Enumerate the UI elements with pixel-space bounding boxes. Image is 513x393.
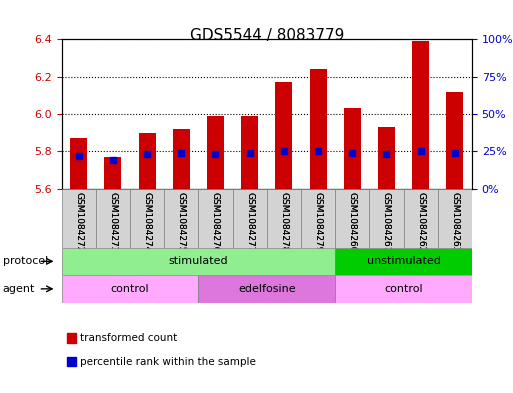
Text: GSM1084273: GSM1084273 — [108, 191, 117, 252]
Text: GSM1084277: GSM1084277 — [245, 191, 254, 252]
Text: GSM1084261: GSM1084261 — [382, 191, 391, 252]
Text: protocol: protocol — [3, 256, 48, 266]
Bar — [344, 108, 361, 189]
Text: GSM1084262: GSM1084262 — [416, 191, 425, 252]
FancyBboxPatch shape — [301, 189, 335, 248]
Text: GSM1084279: GSM1084279 — [313, 191, 323, 252]
Bar — [207, 116, 224, 189]
Text: GSM1084276: GSM1084276 — [211, 191, 220, 252]
FancyBboxPatch shape — [232, 189, 267, 248]
Bar — [173, 129, 190, 189]
Bar — [241, 116, 258, 189]
Text: GSM1084263: GSM1084263 — [450, 191, 459, 252]
FancyBboxPatch shape — [335, 248, 472, 275]
Text: GSM1084278: GSM1084278 — [280, 191, 288, 252]
Text: GSM1084279: GSM1084279 — [313, 191, 323, 252]
Text: GSM1084278: GSM1084278 — [280, 191, 288, 252]
Text: GSM1084261: GSM1084261 — [382, 191, 391, 252]
FancyBboxPatch shape — [96, 189, 130, 248]
Text: transformed count: transformed count — [80, 333, 177, 343]
Text: GSM1084275: GSM1084275 — [177, 191, 186, 252]
Text: GSM1084276: GSM1084276 — [211, 191, 220, 252]
FancyBboxPatch shape — [404, 189, 438, 248]
FancyBboxPatch shape — [335, 275, 472, 303]
Bar — [446, 92, 463, 189]
Text: GSM1084262: GSM1084262 — [416, 191, 425, 252]
Text: GDS5544 / 8083779: GDS5544 / 8083779 — [190, 28, 344, 42]
Bar — [70, 138, 87, 189]
FancyBboxPatch shape — [335, 189, 369, 248]
Bar — [412, 41, 429, 189]
FancyBboxPatch shape — [62, 189, 96, 248]
Text: unstimulated: unstimulated — [367, 256, 441, 266]
Text: GSM1084272: GSM1084272 — [74, 191, 83, 252]
Text: GSM1084260: GSM1084260 — [348, 191, 357, 252]
Text: edelfosine: edelfosine — [238, 284, 295, 294]
Text: GSM1084272: GSM1084272 — [74, 191, 83, 252]
FancyBboxPatch shape — [199, 275, 335, 303]
Text: GSM1084277: GSM1084277 — [245, 191, 254, 252]
FancyBboxPatch shape — [130, 189, 164, 248]
FancyBboxPatch shape — [267, 189, 301, 248]
FancyBboxPatch shape — [199, 189, 232, 248]
Text: GSM1084274: GSM1084274 — [143, 191, 151, 252]
Text: control: control — [384, 284, 423, 294]
Text: GSM1084263: GSM1084263 — [450, 191, 459, 252]
Bar — [275, 82, 292, 189]
FancyBboxPatch shape — [438, 189, 472, 248]
Text: GSM1084275: GSM1084275 — [177, 191, 186, 252]
Text: agent: agent — [3, 284, 35, 294]
Text: control: control — [111, 284, 149, 294]
Text: stimulated: stimulated — [169, 256, 228, 266]
Text: GSM1084273: GSM1084273 — [108, 191, 117, 252]
Bar — [104, 157, 122, 189]
FancyBboxPatch shape — [369, 189, 404, 248]
Bar — [309, 69, 327, 189]
Text: GSM1084260: GSM1084260 — [348, 191, 357, 252]
Text: percentile rank within the sample: percentile rank within the sample — [80, 356, 255, 367]
Bar — [378, 127, 395, 189]
FancyBboxPatch shape — [62, 248, 335, 275]
FancyBboxPatch shape — [62, 275, 199, 303]
FancyBboxPatch shape — [164, 189, 199, 248]
Bar — [139, 133, 155, 189]
Text: GSM1084274: GSM1084274 — [143, 191, 151, 252]
